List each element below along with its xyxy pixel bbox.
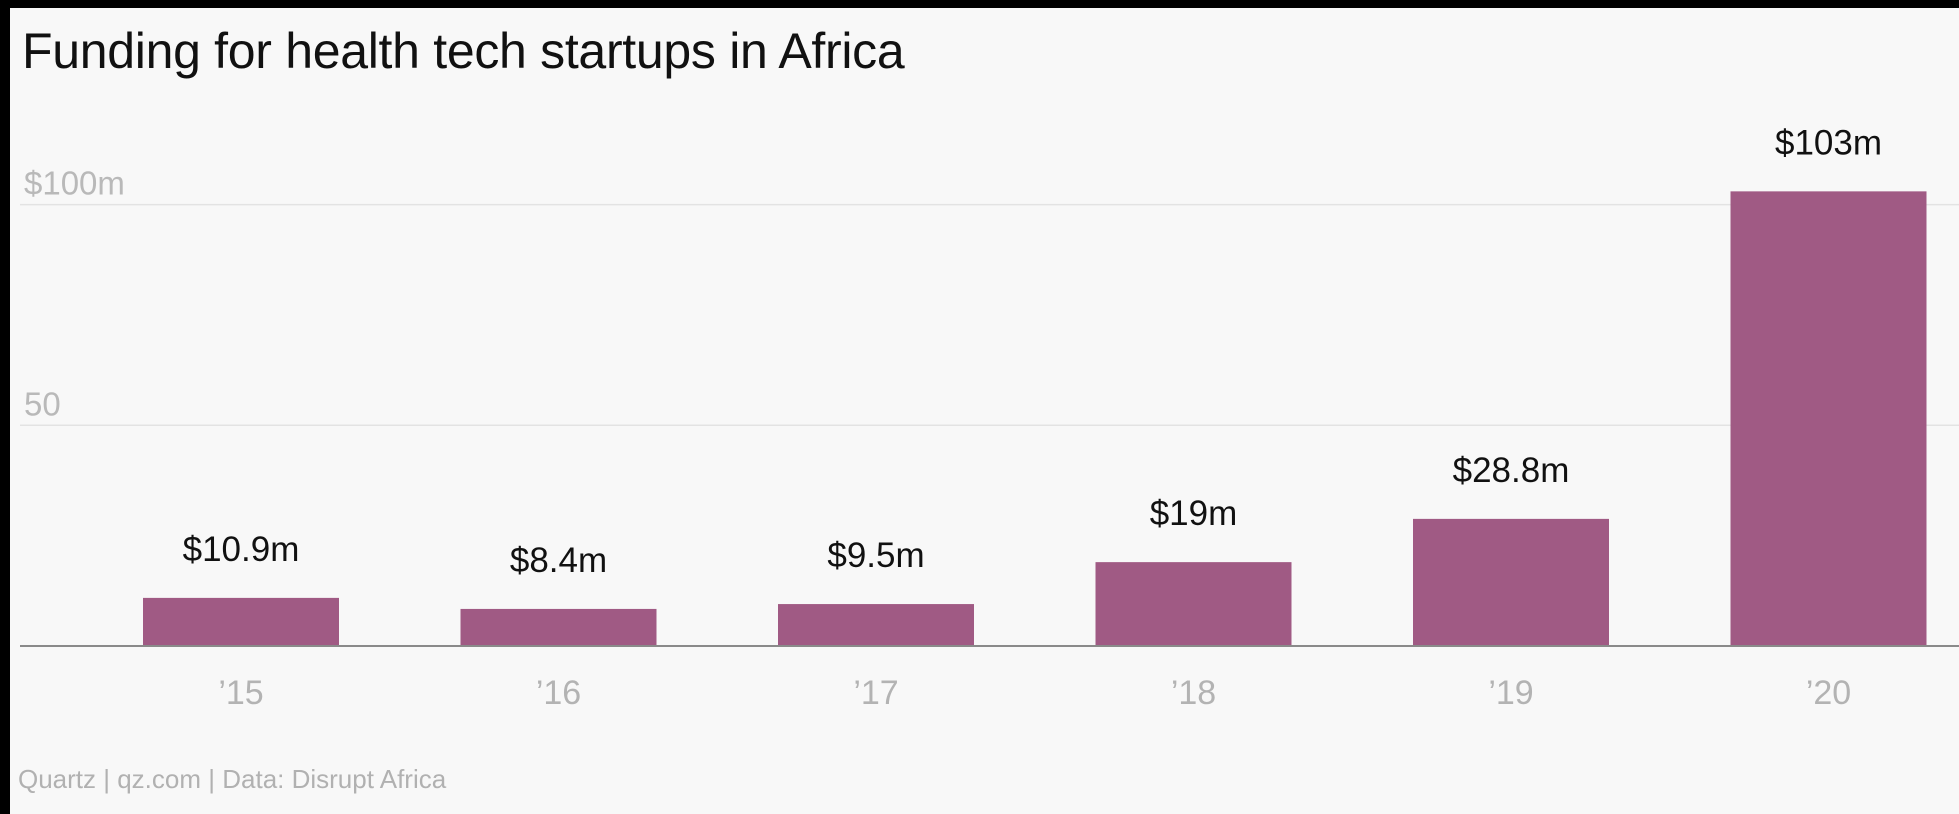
chart-panel: Funding for health tech startups in Afri… [10, 8, 1959, 814]
bar-chart: 50 $100m $10.9m ’15 $8.4m ’16 $9.5m ’17 $19m ’18 $… [20, 123, 1959, 712]
chart-title: Funding for health tech startups in Afri… [22, 23, 905, 79]
x-tick-label: ’20 [1806, 674, 1851, 712]
y-tick-label: $100m [24, 165, 125, 202]
x-tick-label: ’18 [1171, 674, 1216, 712]
data-label: $103m [1775, 123, 1882, 162]
data-label: $8.4m [510, 541, 607, 580]
bar [1413, 518, 1609, 646]
x-tick-label: ’16 [536, 674, 581, 712]
x-tick-label: ’19 [1488, 674, 1533, 712]
source-credit: Quartz | qz.com | Data: Disrupt Africa [18, 764, 447, 794]
bar [778, 604, 974, 646]
bar [1730, 191, 1927, 646]
bar [1095, 562, 1292, 646]
data-label: $10.9m [183, 530, 300, 569]
data-label: $28.8m [1453, 451, 1570, 490]
y-tick-label: 50 [24, 385, 61, 422]
x-tick-label: ’15 [218, 674, 263, 712]
x-tick-label: ’17 [853, 674, 898, 712]
data-label: $19m [1150, 494, 1238, 533]
bar [460, 608, 657, 646]
bar [143, 597, 339, 646]
data-label: $9.5m [827, 536, 924, 575]
